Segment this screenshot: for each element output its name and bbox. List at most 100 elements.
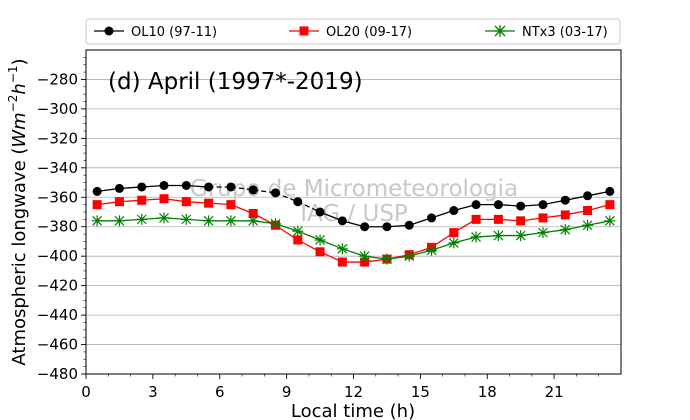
series-ol20-point xyxy=(493,214,503,224)
series-ntx3-point xyxy=(91,215,103,227)
x-tick-label-6: 18 xyxy=(478,383,497,401)
y-axis-label-main: Atmospheric longwave ( xyxy=(9,148,30,366)
y-axis-label-exp2: −1 xyxy=(6,65,20,83)
series-ol10-point xyxy=(449,206,459,216)
series-ol20-point xyxy=(538,213,548,223)
watermark-line-1: Grupo de Micrometeorologia xyxy=(190,176,518,202)
series-ntx3-point xyxy=(292,225,304,237)
x-tick-label-3: 9 xyxy=(282,383,292,401)
series-ol20-point xyxy=(226,200,236,210)
series-ntx3-point xyxy=(203,215,215,227)
series-ol20-point xyxy=(560,210,570,220)
axes: −480 −460 −440 −420 −400 −380 −360 −340 −320 −300… xyxy=(37,49,622,401)
series-ol10-point xyxy=(605,186,615,196)
series-ol10-point xyxy=(181,180,191,190)
series-ntx3-point xyxy=(381,253,393,265)
y-tick-label-3: −420 xyxy=(37,277,78,295)
series-ol10-point xyxy=(92,186,102,196)
y-tick-label-7: −340 xyxy=(37,159,78,177)
series-ol20-point xyxy=(137,195,147,205)
series-ol20-point xyxy=(114,197,124,207)
series-ol20-point xyxy=(92,200,102,210)
series-ol10-point xyxy=(404,220,414,230)
grid xyxy=(86,79,621,375)
legend-label-ol10: OL10 (97-11) xyxy=(131,25,217,40)
x-tick-label-0: 0 xyxy=(81,383,91,401)
watermark: Grupo de Micrometeorologia IAG / USP xyxy=(190,176,518,227)
series-ol20-point xyxy=(204,198,214,208)
series-ntx3-point xyxy=(604,215,616,227)
legend-label-ol20: OL20 (09-17) xyxy=(326,25,412,40)
x-axis-label: Local time (h) xyxy=(291,401,415,420)
series-ntx3-segment xyxy=(297,230,321,241)
y-tick-label-1: −460 xyxy=(37,336,78,354)
series-ol10-point xyxy=(226,182,236,192)
x-tick-label-7: 21 xyxy=(545,383,564,401)
series-ntx3-point xyxy=(136,213,148,225)
series-ol10 xyxy=(92,180,615,232)
legend-entry-ntx3: NTx3 (03-17) xyxy=(485,25,608,40)
y-axis-label-unit-h: h xyxy=(9,83,30,94)
series-ntx3-segment xyxy=(275,223,298,232)
series-ol20-point xyxy=(360,257,370,267)
series-ol10-point xyxy=(516,201,526,211)
series-ol10-point xyxy=(583,191,593,201)
series-ol10-point xyxy=(471,200,481,210)
series-ntx3-segment xyxy=(342,248,365,257)
series-ol10-point xyxy=(114,183,124,193)
panel-title: (d) April (1997*-2019) xyxy=(108,69,363,95)
y-axis-label: Atmospheric longwave (Wm−2h−1) xyxy=(6,58,30,365)
x-tick-label-5: 15 xyxy=(411,383,430,401)
series-ntx3-segment xyxy=(565,224,588,231)
series-ol10-point xyxy=(427,213,437,223)
series-ntx3-point xyxy=(470,231,482,243)
series-ol10-point xyxy=(560,195,570,205)
series-ntx3-point xyxy=(225,215,237,227)
series-ol10-point xyxy=(270,188,280,198)
series-ntx3-point xyxy=(582,219,594,231)
y-tick-label-0: −480 xyxy=(37,365,78,383)
plot-frame xyxy=(85,49,622,375)
legend-entry-ol10: OL10 (97-11) xyxy=(94,25,217,40)
legend-marker-ntx3 xyxy=(494,25,506,37)
y-tick-label-6: −360 xyxy=(37,188,78,206)
series-ntx3-point xyxy=(537,227,549,239)
y-tick-label-5: −380 xyxy=(37,218,78,236)
series-ntx3-point xyxy=(492,230,504,242)
y-axis-label-unit-w: W xyxy=(9,129,30,148)
series-ntx3-point xyxy=(269,218,281,230)
series-ol20-point xyxy=(449,228,459,238)
y-tick-label-9: −300 xyxy=(37,100,78,118)
series-ntx3-point xyxy=(448,237,460,249)
series-ntx3-segment xyxy=(409,249,432,257)
series-ol10-point xyxy=(493,200,503,210)
series-ntx3-point xyxy=(247,215,259,227)
y-tick-label-2: −440 xyxy=(37,306,78,324)
series-ol20-point xyxy=(159,194,169,204)
legend-marker-ol10 xyxy=(104,26,114,36)
series-ol20-point xyxy=(315,247,325,257)
series-ntx3 xyxy=(91,212,616,265)
legend: OL10 (97-11) OL20 (09-17) NTx3 (03-17) xyxy=(85,18,621,45)
series-ol10-point xyxy=(337,216,347,226)
series-ol10-point xyxy=(293,197,303,207)
series-ntx3-point xyxy=(515,230,527,242)
series-ol20-point xyxy=(248,208,258,218)
series-ntx3-point xyxy=(426,244,438,256)
x-tick-label-4: 12 xyxy=(344,383,363,401)
series-ntx3-point xyxy=(314,234,326,246)
series-ntx3-segment xyxy=(587,220,610,226)
series-ntx3-segment xyxy=(453,236,477,244)
series-ol10-point xyxy=(382,222,392,232)
y-tick-label-10: −280 xyxy=(37,70,78,88)
x-tick-label-2: 6 xyxy=(215,383,225,401)
series-ol20-point xyxy=(181,197,191,207)
series-ntx3-segment xyxy=(319,239,343,250)
y-tick-label-8: −320 xyxy=(37,129,78,147)
series-ol10-point xyxy=(360,222,370,232)
y-tick-label-4: −400 xyxy=(37,247,78,265)
series-ntx3-point xyxy=(113,215,125,227)
series-ol20-point xyxy=(471,214,481,224)
legend-frame xyxy=(85,18,621,45)
